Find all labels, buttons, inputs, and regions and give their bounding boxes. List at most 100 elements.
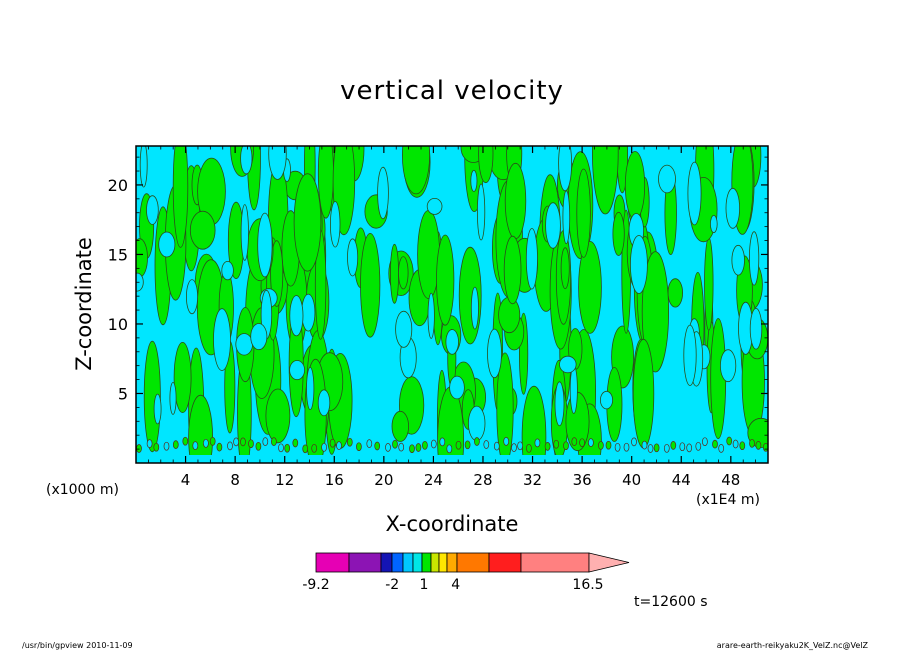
contour-region-positive xyxy=(143,340,161,453)
contour-cell-near-ground xyxy=(534,438,541,448)
x-tick-label: 36 xyxy=(573,471,592,489)
contour-region-positive xyxy=(498,296,521,334)
contour-region-negative xyxy=(289,295,304,337)
contour-cell-near-ground xyxy=(182,436,189,446)
contour-region-positive xyxy=(504,162,527,240)
plot-frame xyxy=(135,145,769,464)
contour-region-negative xyxy=(476,183,486,241)
contour-cell-near-ground xyxy=(374,441,381,451)
y-tick-label: 15 xyxy=(108,245,128,264)
contour-region-positive xyxy=(478,146,494,184)
contour-region-negative xyxy=(377,166,389,220)
colorbar-segment xyxy=(348,552,382,573)
contour-cell-near-ground xyxy=(679,442,686,452)
contour-region-negative xyxy=(559,355,577,374)
contour-region-positive xyxy=(612,211,625,256)
contour-cell-near-ground xyxy=(284,443,291,453)
contour-region-negative xyxy=(330,201,341,248)
contour-cell-near-ground xyxy=(718,444,725,453)
x-tick-label: 44 xyxy=(672,471,691,489)
contour-cell-near-ground xyxy=(526,443,532,453)
colorbar-tick-label: -9.2 xyxy=(302,577,329,593)
x-tick-label: 16 xyxy=(325,471,344,489)
x-axis: 4 8 12 16 20 24 28 32 36 40 44 48 xyxy=(147,146,757,489)
contour-cell-near-ground xyxy=(483,440,490,449)
contour-region-negative xyxy=(169,381,177,415)
contour-cell-near-ground xyxy=(749,438,755,448)
contour-cell-near-ground xyxy=(430,439,437,449)
contour-region-negative xyxy=(658,164,676,194)
contour-cell-near-ground xyxy=(209,436,216,446)
contour-cell-near-ground xyxy=(732,439,739,449)
contour-cell-near-ground xyxy=(517,441,523,451)
contour-cell-near-ground xyxy=(439,437,446,447)
colorbar-segment xyxy=(315,552,350,573)
x-tick-label: 12 xyxy=(275,471,294,489)
contour-cell-near-ground xyxy=(163,441,170,451)
contour-cell-near-ground xyxy=(336,441,342,450)
contour-region-negative xyxy=(427,292,435,339)
contour-region-negative xyxy=(468,405,486,442)
contour-cell-near-ground xyxy=(739,441,746,451)
colorbar-segment xyxy=(520,552,590,573)
contour-cell-near-ground xyxy=(366,439,373,448)
contour-cell-near-ground xyxy=(455,440,462,450)
contour-cell-near-ground xyxy=(292,438,299,448)
contour-region-negative xyxy=(449,375,465,400)
contour-cell-near-ground xyxy=(422,440,428,450)
colorbar-segment xyxy=(438,552,448,573)
contour-region-positive xyxy=(641,251,670,373)
contour-cell-near-ground xyxy=(172,440,179,449)
contour-cell-near-ground xyxy=(647,444,654,453)
contour-cell-near-ground xyxy=(262,437,269,446)
contour-region-positive xyxy=(436,234,455,326)
contour-region-negative xyxy=(545,202,561,249)
contour-region-positive xyxy=(391,410,410,442)
contour-cell-near-ground xyxy=(346,437,353,447)
contour-cell-near-ground xyxy=(409,444,415,454)
contour-cell-near-ground xyxy=(216,442,223,452)
contour-region-positive xyxy=(667,278,684,308)
contour-cell-near-ground xyxy=(474,437,480,446)
contour-region-negative xyxy=(317,389,331,417)
contour-cell-near-ground xyxy=(153,442,160,452)
contour-cell-near-ground xyxy=(598,441,604,450)
contour-cell-near-ground xyxy=(321,442,327,452)
chart-title: vertical velocity xyxy=(340,76,564,106)
contour-cell-near-ground xyxy=(392,439,398,449)
colorbar-segment xyxy=(456,552,490,573)
contour-cell-near-ground xyxy=(614,442,621,452)
contour-region-positive xyxy=(136,238,148,278)
contour-region-positive xyxy=(389,243,399,304)
contour-cell-near-ground xyxy=(146,439,153,448)
colorbar-tick-label: -2 xyxy=(385,577,399,593)
contour-region-negative xyxy=(725,187,741,229)
contour-region-negative xyxy=(687,161,702,226)
contour-region-negative xyxy=(221,260,234,281)
y-tick-label: 20 xyxy=(108,176,128,195)
contour-region-negative xyxy=(525,228,538,290)
contour-cell-near-ground xyxy=(240,437,246,447)
contour-region-positive xyxy=(360,232,381,338)
contour-region-negative xyxy=(306,366,315,410)
colorbar-segment xyxy=(391,552,404,573)
contour-region-negative xyxy=(146,195,159,225)
contour-cell-near-ground xyxy=(278,443,284,453)
contour-region-negative xyxy=(395,310,413,348)
contour-cell-near-ground xyxy=(670,441,677,450)
contour-cell-near-ground xyxy=(544,442,551,451)
contour-cell-near-ground xyxy=(493,441,500,451)
contour-region-positive xyxy=(632,338,655,449)
contour-cell-near-ground xyxy=(446,444,453,454)
colorbar-tick-label: 4 xyxy=(451,577,460,593)
contour-region-negative xyxy=(487,328,502,379)
contour-region-negative xyxy=(562,190,571,245)
colorbar-segment xyxy=(421,552,432,573)
contour-cell-near-ground xyxy=(203,438,209,448)
contour-region-negative xyxy=(426,197,443,215)
contour-region-negative xyxy=(683,324,697,386)
contour-cell-near-ground xyxy=(695,441,702,451)
contour-region-positive xyxy=(704,237,714,331)
footer-left: /usr/bin/gpview 2010-11-09 xyxy=(22,641,133,650)
contour-region-negative xyxy=(470,286,479,330)
